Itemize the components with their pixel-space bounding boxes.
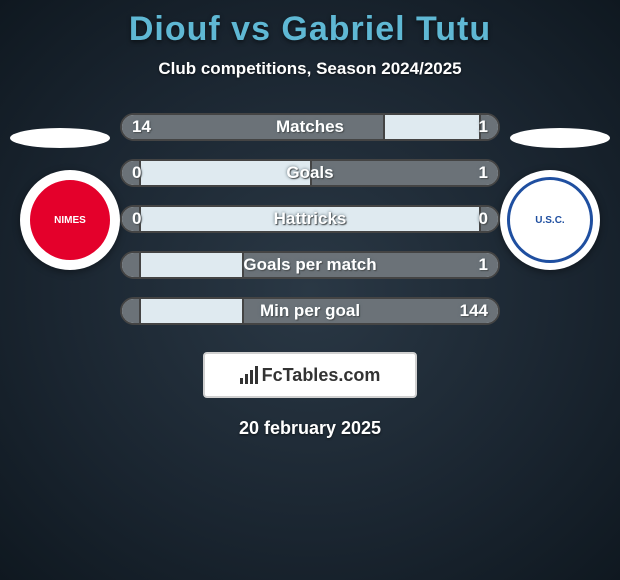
bar-chart-icon [240,366,258,384]
comparison-card: Diouf vs Gabriel Tutu Club competitions,… [0,0,620,439]
stat-row: Min per goal 144 [0,288,620,334]
left-fill [122,299,141,323]
page-title: Diouf vs Gabriel Tutu [0,10,620,49]
fctables-logo[interactable]: FcTables.com [203,352,417,398]
stat-row: Goals per match 1 [0,242,620,288]
stat-row: 14 Matches 1 [0,104,620,150]
stat-bar: 0 Hattricks 0 [120,205,500,233]
stat-bar: 14 Matches 1 [120,113,500,141]
stats-list: 14 Matches 1 0 Goals 1 0 Hattricks 0 Goa… [0,104,620,334]
left-fill [122,253,141,277]
right-value: 1 [479,163,488,183]
right-value: 144 [460,301,488,321]
generation-date: 20 february 2025 [0,418,620,439]
stat-label: Hattricks [122,209,498,229]
left-value: 14 [132,117,151,137]
right-fill [310,161,498,185]
right-value: 1 [479,117,488,137]
left-value: 0 [132,163,141,183]
right-value: 1 [479,255,488,275]
right-value: 0 [479,209,488,229]
stat-row: 0 Hattricks 0 [0,196,620,242]
left-fill [122,115,385,139]
stat-bar: 0 Goals 1 [120,159,500,187]
left-value: 0 [132,209,141,229]
stat-row: 0 Goals 1 [0,150,620,196]
stat-bar: Min per goal 144 [120,297,500,325]
right-fill [242,253,498,277]
stat-bar: Goals per match 1 [120,251,500,279]
logo-text: FcTables.com [262,365,381,386]
subtitle: Club competitions, Season 2024/2025 [0,59,620,79]
